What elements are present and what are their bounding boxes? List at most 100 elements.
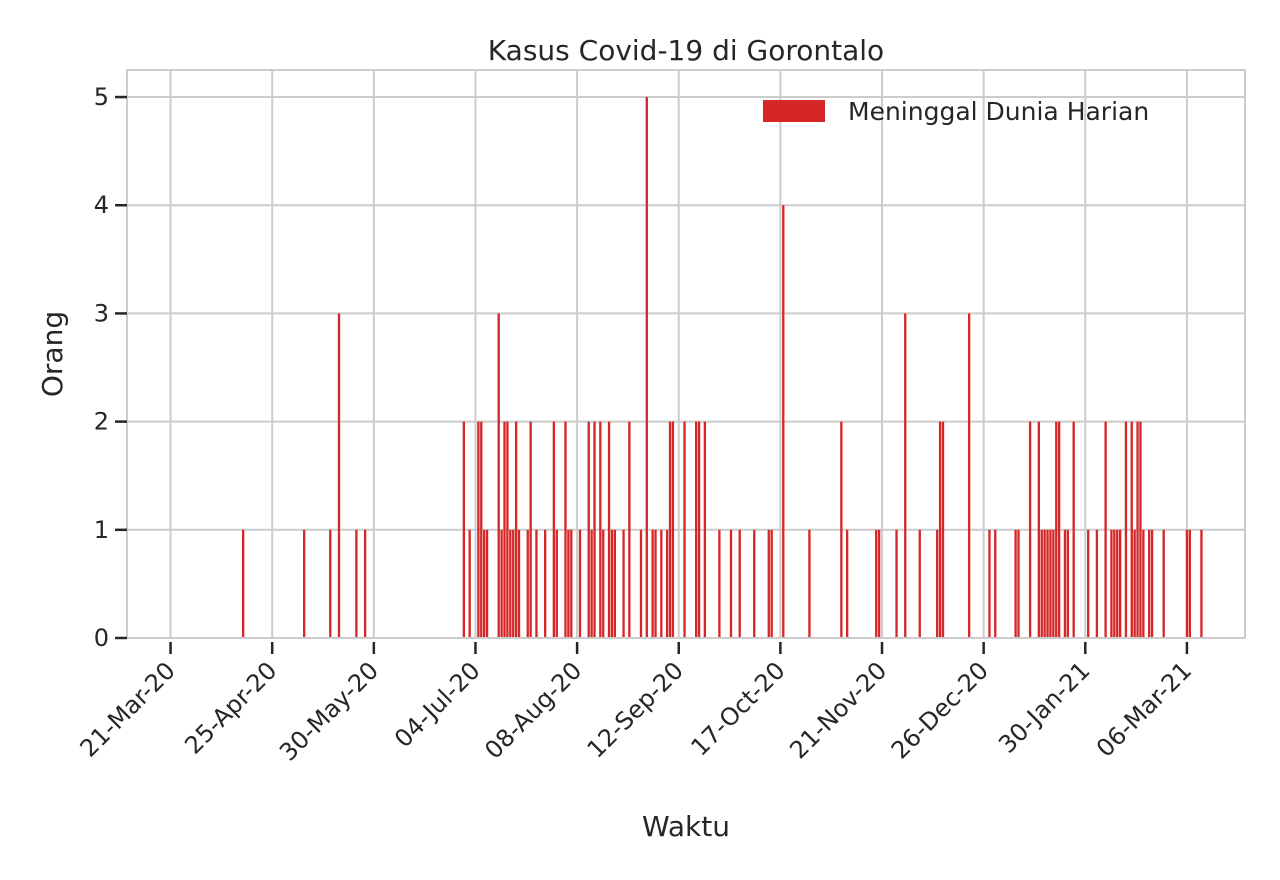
bar — [654, 529, 657, 638]
bar — [1037, 421, 1040, 638]
bar — [1087, 529, 1090, 638]
bar — [485, 529, 489, 638]
bar — [665, 529, 669, 638]
y-tick-label: 0 — [94, 624, 109, 652]
bar — [355, 529, 358, 638]
bars — [241, 97, 1203, 639]
bar — [904, 313, 907, 638]
bar — [587, 421, 590, 638]
bar — [936, 529, 939, 638]
bar — [529, 421, 532, 638]
chart-title: Kasus Covid-19 di Gorontalo — [488, 34, 884, 67]
bar — [1049, 529, 1052, 638]
bar — [1139, 421, 1142, 638]
bar — [552, 421, 556, 638]
bar — [1185, 529, 1189, 638]
bar — [302, 529, 306, 638]
bar — [337, 313, 341, 638]
bar — [895, 529, 898, 638]
bar — [668, 421, 672, 638]
bar — [1057, 421, 1061, 638]
bar — [329, 529, 332, 638]
bar — [500, 529, 503, 638]
bar — [1052, 529, 1055, 638]
legend-label: Meninggal Dunia Harian — [848, 97, 1149, 126]
y-tick-label: 5 — [94, 83, 109, 111]
bar — [1150, 529, 1154, 638]
bar — [363, 529, 367, 638]
bar — [918, 529, 921, 638]
bar — [1130, 421, 1133, 638]
bar — [526, 529, 529, 638]
bar — [535, 529, 538, 638]
bar — [1133, 529, 1136, 638]
bar — [503, 421, 506, 638]
bar — [703, 421, 707, 638]
bar — [782, 205, 785, 638]
bar — [1063, 529, 1067, 638]
bar — [941, 421, 945, 638]
bar — [729, 529, 733, 638]
y-tick-label: 4 — [94, 191, 109, 219]
bar — [1124, 421, 1128, 638]
bar — [1162, 529, 1165, 638]
plot-frame — [126, 69, 1246, 639]
bar — [509, 529, 512, 638]
bar — [1014, 529, 1017, 638]
bar — [1116, 529, 1119, 638]
y-tick-label: 2 — [94, 408, 109, 436]
bar — [1113, 529, 1116, 638]
bar — [1040, 529, 1043, 638]
bar — [1136, 421, 1139, 638]
y-tick-label: 1 — [94, 516, 109, 544]
x-axis-label: Waktu — [642, 810, 730, 843]
bar — [1017, 529, 1020, 638]
bar — [480, 421, 483, 638]
bar — [462, 421, 466, 638]
bar — [770, 529, 773, 638]
bar — [967, 313, 971, 638]
bar — [938, 421, 942, 638]
bar — [1095, 529, 1099, 638]
bar — [695, 421, 698, 638]
bar — [808, 529, 811, 638]
bar — [578, 529, 582, 638]
y-tick-label: 3 — [94, 299, 109, 327]
bar — [877, 529, 881, 638]
bar — [651, 529, 654, 638]
bar — [1118, 529, 1122, 638]
bar — [628, 421, 631, 638]
bar — [564, 421, 567, 638]
bar — [241, 529, 245, 638]
grid — [127, 70, 1245, 639]
bar — [477, 421, 480, 638]
bar — [610, 529, 614, 638]
bar — [602, 529, 605, 638]
bar — [875, 529, 878, 638]
bar — [1110, 529, 1113, 638]
bar — [846, 529, 849, 638]
bar — [514, 421, 518, 638]
bar — [1055, 421, 1058, 638]
bar — [517, 529, 521, 638]
bar — [645, 97, 648, 639]
bar — [555, 529, 558, 638]
bar — [1046, 529, 1049, 638]
bar — [840, 421, 843, 638]
bar — [512, 529, 515, 638]
bar — [639, 529, 643, 638]
bar — [593, 421, 596, 638]
bar — [590, 529, 593, 638]
bar — [1200, 529, 1203, 638]
bar — [567, 529, 570, 638]
bar — [468, 529, 471, 638]
bar — [718, 529, 721, 638]
legend-swatch — [763, 100, 825, 122]
bar — [671, 421, 675, 638]
bar — [1188, 529, 1191, 638]
y-axis-label: Orang — [36, 311, 69, 397]
bar — [767, 529, 770, 638]
bar — [738, 529, 741, 638]
